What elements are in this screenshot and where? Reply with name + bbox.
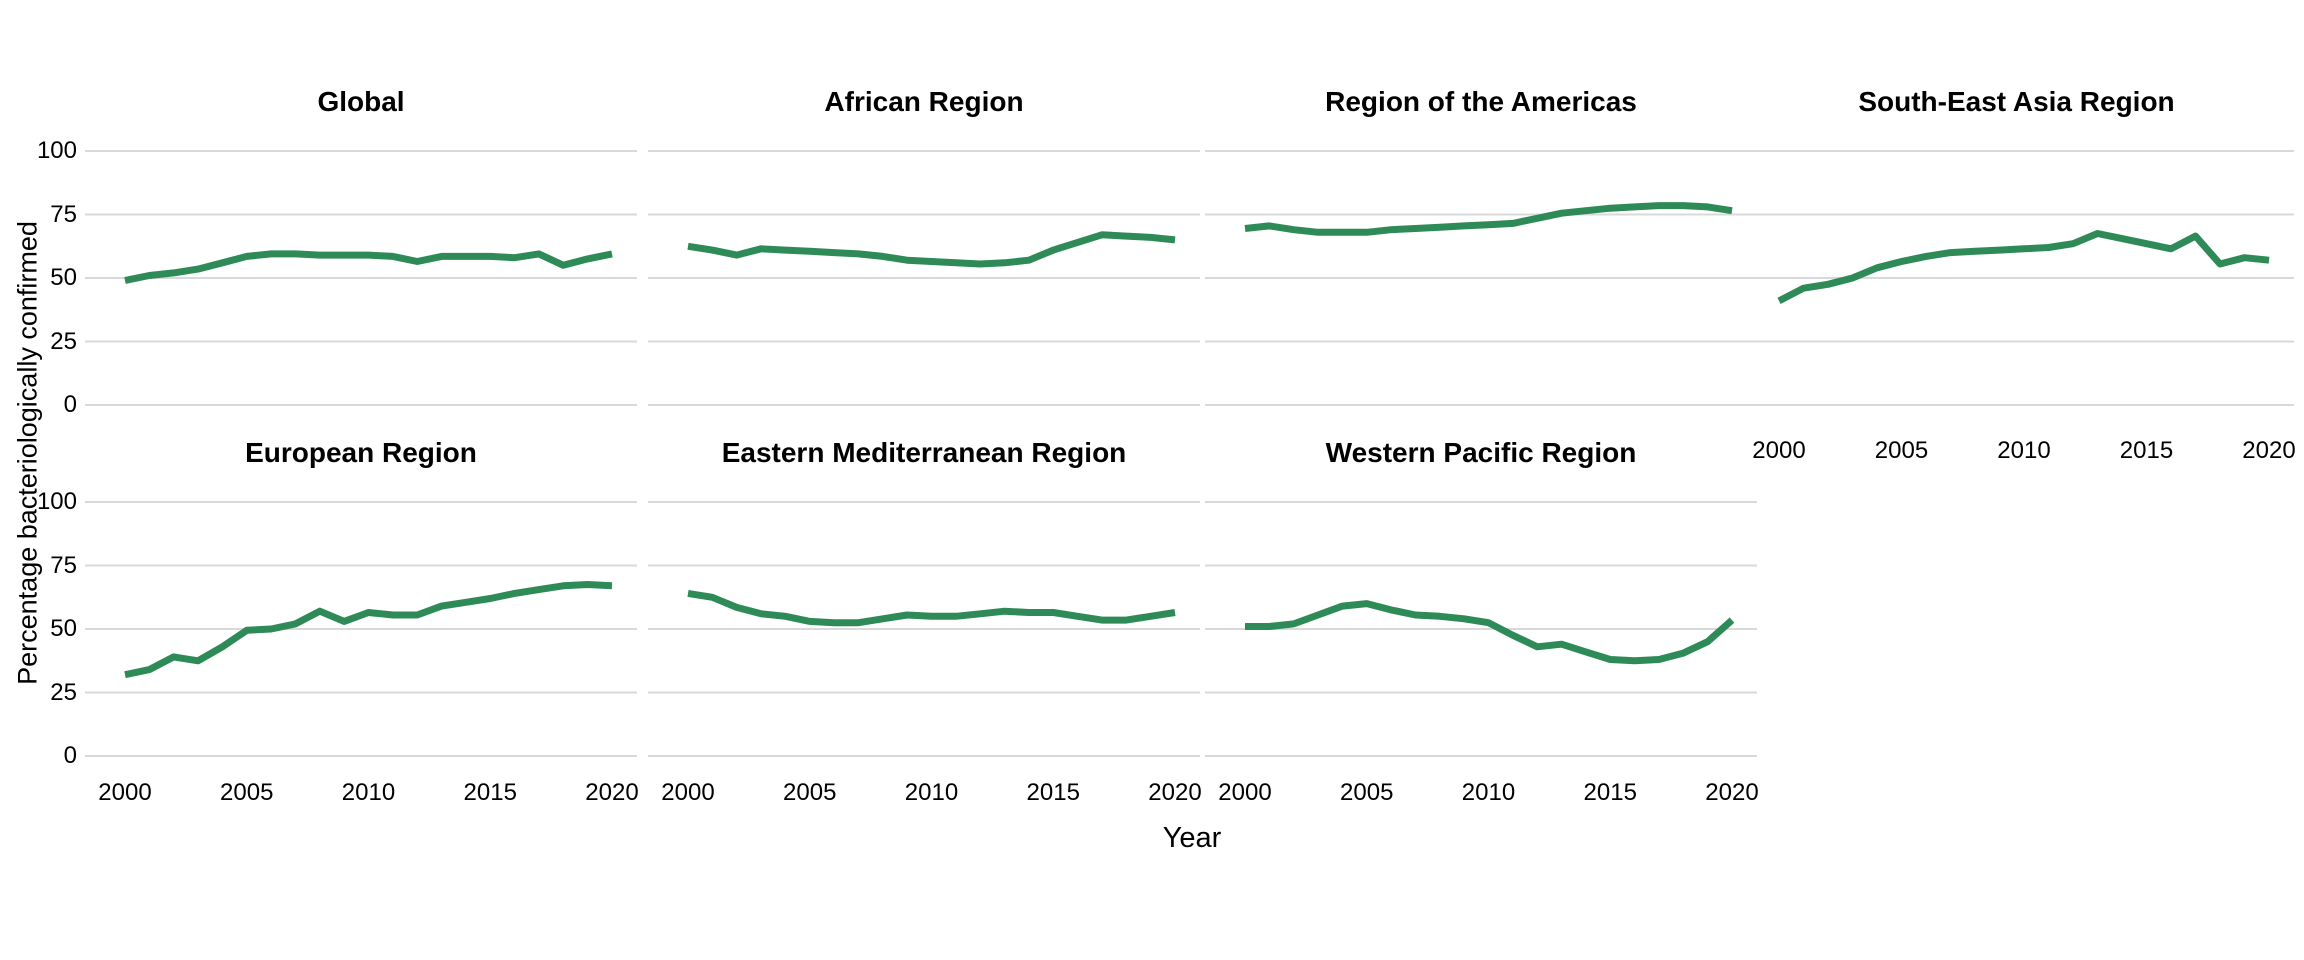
x-tick-label-south-east-asia-region-2020: 2020 [2242,437,2296,464]
panel-region-of-the-americas [1205,130,1757,420]
line-chart-svg-south-east-asia-region [1739,150,2294,406]
x-tick-label-western-pacific-region-2000: 2000 [1218,779,1272,806]
y-tick-label-50: 50 [50,264,77,291]
x-tick-label-western-pacific-region-2005: 2005 [1340,779,1394,806]
x-tick-label-eastern-mediterranean-region-2020: 2020 [1148,779,1202,806]
trend-line-eastern-mediterranean-region [687,589,1176,627]
x-tick-label-south-east-asia-region-2010: 2010 [1997,437,2051,464]
x-tick-label-western-pacific-region-2010: 2010 [1461,779,1516,806]
x-tick-label-eastern-mediterranean-region-2015: 2015 [1026,779,1080,806]
x-tick-label-european-region-2000: 2000 [98,779,152,806]
x-tick-label-european-region-2015: 2015 [463,779,517,806]
y-tick-label-25: 25 [50,327,77,355]
y-tick-label-0: 0 [63,742,77,769]
panel-title-south-east-asia-region: South-East Asia Region [1858,86,2175,117]
panel-global [85,130,637,420]
x-tick-label-european-region-2020: 2020 [585,779,639,806]
trend-line-western-pacific-region [1245,600,1735,665]
y-tick-label-25: 25 [50,678,77,706]
x-tick-label-european-region-2005: 2005 [220,779,274,806]
panel-title-european-region: European Region [245,437,477,468]
y-tick-label-50: 50 [50,615,77,642]
x-tick-label-south-east-asia-region-2000: 2000 [1752,437,1806,464]
panel-eastern-mediterranean-region [648,481,1200,771]
x-tick-label-eastern-mediterranean-region-2000: 2000 [661,779,715,806]
y-tick-label-100: 100 [36,137,77,164]
panel-south-east-asia-region [1739,130,2294,420]
y-tick-label-75: 75 [50,200,77,228]
panel-title-eastern-mediterranean-region: Eastern Mediterranean Region [721,437,1127,468]
panel-title-global: Global [317,86,405,117]
x-tick-label-western-pacific-region-2020: 2020 [1705,779,1759,806]
trend-line-african-region [687,231,1176,268]
line-chart-svg-region-of-the-americas [1205,150,1757,406]
panel-european-region [85,481,637,771]
line-chart-svg-eastern-mediterranean-region [648,501,1200,757]
x-axis-title: Year [1162,822,1222,854]
y-tick-label-100: 100 [36,488,77,515]
panel-western-pacific-region [1205,481,1757,771]
y-tick-label-0: 0 [63,391,77,418]
trend-line-european-region [124,581,613,679]
trend-line-global [124,250,613,284]
y-tick-label-75: 75 [50,551,77,579]
x-tick-label-south-east-asia-region-2015: 2015 [2119,437,2174,464]
panel-title-african-region: African Region [824,86,1024,117]
x-tick-label-european-region-2010: 2010 [341,779,396,806]
line-chart-svg-western-pacific-region [1205,501,1757,757]
line-chart-svg-global [85,150,637,406]
line-chart-svg-african-region [648,150,1200,406]
line-chart-svg-european-region [85,501,637,757]
x-tick-label-eastern-mediterranean-region-2010: 2010 [904,779,959,806]
x-tick-label-south-east-asia-region-2005: 2005 [1874,437,1929,464]
panel-african-region [648,130,1200,420]
x-tick-label-eastern-mediterranean-region-2005: 2005 [783,779,837,806]
panel-title-western-pacific-region: Western Pacific Region [1325,437,1637,468]
x-tick-label-western-pacific-region-2015: 2015 [1583,779,1637,806]
trend-line-south-east-asia-region [1777,230,2270,305]
panel-title-region-of-the-americas: Region of the Americas [1325,86,1637,117]
trend-line-region-of-the-americas [1244,202,1733,236]
